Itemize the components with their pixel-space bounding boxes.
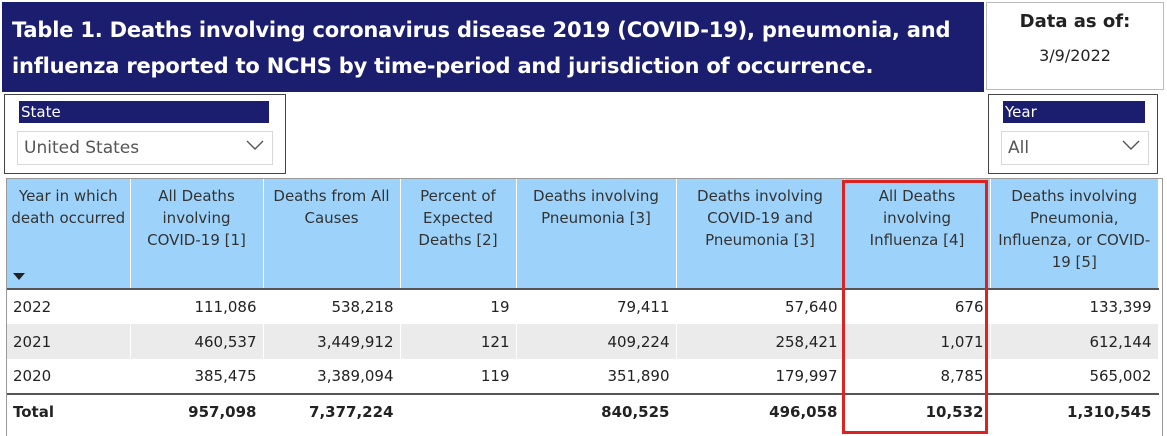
data-as-of-date: 3/9/2022 (1039, 46, 1111, 65)
table-cell: 409,224 (516, 324, 677, 359)
deaths-table: Year in which death occurred All Deaths … (7, 179, 1159, 429)
table-cell: 3,389,094 (263, 359, 401, 394)
table-row: 2021 460,537 3,449,912 121 409,224 258,4… (7, 324, 1159, 359)
column-header-pneumonia[interactable]: Deaths involving Pneumonia [3] (516, 179, 677, 289)
table-cell: 258,421 (676, 324, 845, 359)
table-cell: 7,377,224 (263, 393, 401, 429)
table-cell: 1,071 (844, 324, 991, 359)
year-dropdown[interactable]: All (1001, 131, 1149, 165)
data-as-of-label: Data as of: (1019, 11, 1131, 32)
table-row: 2020 385,475 3,389,094 119 351,890 179,9… (7, 359, 1159, 394)
table-cell: 538,218 (263, 288, 401, 324)
sort-descending-icon[interactable] (13, 273, 25, 280)
deaths-table-container: Year in which death occurred All Deaths … (6, 178, 1163, 436)
table-cell: 119 (400, 359, 517, 394)
table-cell: 111,086 (130, 288, 264, 324)
state-slicer-header: State (19, 101, 269, 123)
table-row: 2022 111,086 538,218 19 79,411 57,640 67… (7, 288, 1159, 324)
table-cell: 612,144 (990, 324, 1159, 359)
table-cell: 385,475 (130, 359, 264, 394)
table-cell (400, 393, 517, 429)
table-cell: 121 (400, 324, 517, 359)
column-header-year[interactable]: Year in which death occurred (7, 179, 131, 289)
table-cell: 496,058 (676, 393, 845, 429)
table-cell: 2022 (7, 288, 131, 324)
data-as-of-card: Data as of: 3/9/2022 (986, 2, 1164, 90)
report-title: Table 1. Deaths involving coronavirus di… (2, 2, 984, 92)
column-header-pic[interactable]: Deaths involving Pneumonia, Influenza, o… (990, 179, 1158, 289)
report-title-line-2: influenza reported to NCHS by time-perio… (12, 54, 874, 78)
report-title-line-1: Table 1. Deaths involving coronavirus di… (12, 18, 951, 42)
table-cell: 460,537 (130, 324, 264, 359)
year-slicer-header: Year (1003, 101, 1145, 123)
year-dropdown-value: All (1008, 138, 1030, 158)
table-cell: 133,399 (990, 288, 1159, 324)
table-cell: 565,002 (990, 359, 1159, 394)
chevron-down-icon (246, 140, 264, 150)
column-header-influenza[interactable]: All Deaths involving Influenza [4] (844, 179, 991, 289)
state-dropdown-value: United States (24, 138, 140, 158)
state-slicer: State United States (4, 94, 286, 174)
table-cell: 57,640 (676, 288, 845, 324)
table-cell: 179,997 (676, 359, 845, 394)
state-dropdown[interactable]: United States (17, 131, 273, 165)
year-slicer: Year All (988, 94, 1158, 174)
table-cell: 957,098 (130, 393, 264, 429)
table-header-row: Year in which death occurred All Deaths … (7, 179, 1158, 289)
table-cell: 840,525 (516, 393, 677, 429)
table-total-row: Total 957,098 7,377,224 840,525 496,058 … (7, 393, 1159, 429)
column-header-percent-expected[interactable]: Percent of Expected Deaths [2] (400, 179, 517, 289)
table-cell: 8,785 (844, 359, 991, 394)
table-cell: 351,890 (516, 359, 677, 394)
table-cell: 676 (844, 288, 991, 324)
column-header-covid-and-pneumonia[interactable]: Deaths involving COVID-19 and Pneumonia … (676, 179, 845, 289)
table-cell: 2021 (7, 324, 131, 359)
table-cell: 10,532 (844, 393, 991, 429)
table-cell: Total (7, 393, 131, 429)
column-header-covid-deaths[interactable]: All Deaths involving COVID-19 [1] (130, 179, 264, 289)
table-cell: 19 (400, 288, 517, 324)
table-cell: 1,310,545 (990, 393, 1159, 429)
chevron-down-icon (1122, 140, 1140, 150)
table-cell: 79,411 (516, 288, 677, 324)
table-cell: 2020 (7, 359, 131, 394)
table-cell: 3,449,912 (263, 324, 401, 359)
column-header-all-causes[interactable]: Deaths from All Causes (263, 179, 401, 289)
